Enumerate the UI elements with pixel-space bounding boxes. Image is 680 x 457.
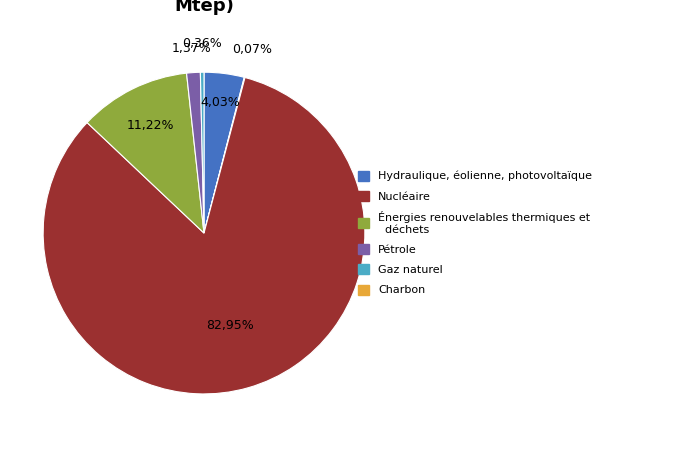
Wedge shape [204,77,245,233]
Wedge shape [201,72,204,233]
Title: Production nationale d'énergie primaire en 2011 (en
Mtep): Production nationale d'énergie primaire … [0,0,470,15]
Text: 0,36%: 0,36% [182,37,222,50]
Text: 11,22%: 11,22% [126,118,174,132]
Wedge shape [43,78,365,394]
Text: 0,07%: 0,07% [232,43,272,56]
Wedge shape [204,72,244,233]
Wedge shape [87,73,204,233]
Text: 4,03%: 4,03% [201,96,241,109]
Legend: Hydraulique, éolienne, photovoltaïque, Nucléaire, Énergies renouvelables thermiq: Hydraulique, éolienne, photovoltaïque, N… [358,171,592,295]
Wedge shape [186,72,204,233]
Text: 82,95%: 82,95% [207,319,254,332]
Text: 1,37%: 1,37% [172,42,211,55]
